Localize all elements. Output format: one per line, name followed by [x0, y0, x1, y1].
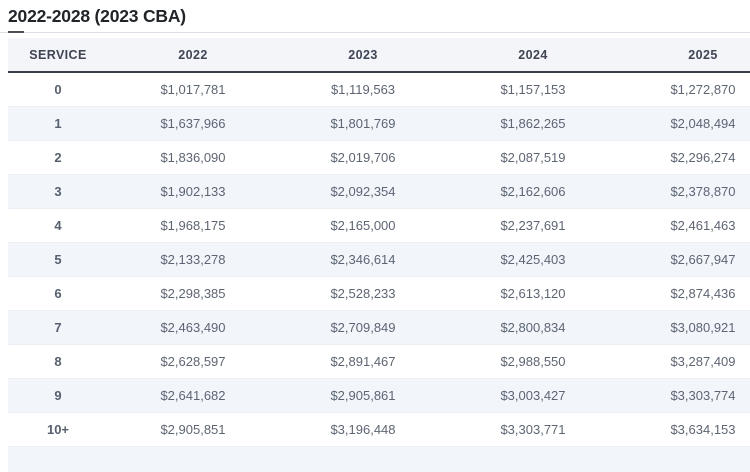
- service-cell: 8: [8, 344, 108, 379]
- value-cell: [278, 446, 448, 472]
- value-cell: $2,891,467: [278, 344, 448, 379]
- salary-table: SERVICE 2022 2023 2024 2025 0 $1,017,781 $1,11…: [8, 38, 750, 472]
- page-title: 2022-2028 (2023 CBA): [8, 6, 186, 26]
- value-cell: $2,905,851: [108, 412, 278, 447]
- value-cell: $1,272,870: [618, 72, 750, 107]
- value-cell: $1,637,966: [108, 106, 278, 141]
- value-cell: $2,905,861: [278, 378, 448, 413]
- value-cell: $3,196,448: [278, 412, 448, 447]
- value-cell: $2,237,691: [448, 208, 618, 243]
- column-header-year: 2024: [448, 38, 618, 73]
- value-cell: $2,613,120: [448, 276, 618, 311]
- column-header-year: 2022: [108, 38, 278, 73]
- value-cell: $1,836,090: [108, 140, 278, 175]
- value-cell: [618, 446, 750, 472]
- table-row: 10+ $2,905,851 $3,196,448 $3,303,771 $3,634,…: [8, 412, 750, 447]
- service-cell: 9: [8, 378, 108, 413]
- table-row: 1 $1,637,966 $1,801,769 $1,862,265 $2,048,49…: [8, 106, 750, 141]
- value-cell: $1,157,153: [448, 72, 618, 107]
- value-cell: $2,800,834: [448, 310, 618, 345]
- value-cell: $2,092,354: [278, 174, 448, 209]
- value-cell: [448, 446, 618, 472]
- value-cell: $2,346,614: [278, 242, 448, 277]
- column-header-service: SERVICE: [8, 38, 108, 73]
- service-cell: 6: [8, 276, 108, 311]
- table-row: 4 $1,968,175 $2,165,000 $2,237,691 $2,461,46…: [8, 208, 750, 243]
- column-header-year: 2025: [618, 38, 750, 73]
- value-cell: $2,667,947: [618, 242, 750, 277]
- table-header: SERVICE 2022 2023 2024 2025: [8, 38, 750, 73]
- value-cell: $2,874,436: [618, 276, 750, 311]
- value-cell: $1,862,265: [448, 106, 618, 141]
- service-cell: 2: [8, 140, 108, 175]
- service-cell: 0: [8, 72, 108, 107]
- value-cell: $2,425,403: [448, 242, 618, 277]
- value-cell: $2,019,706: [278, 140, 448, 175]
- table-row: 7 $2,463,490 $2,709,849 $2,800,834 $3,080,92…: [8, 310, 750, 345]
- table-row: 5 $2,133,278 $2,346,614 $2,425,403 $2,667,94…: [8, 242, 750, 277]
- value-cell: $3,003,427: [448, 378, 618, 413]
- service-cell: 5: [8, 242, 108, 277]
- service-cell: [8, 446, 108, 472]
- service-cell: 1: [8, 106, 108, 141]
- value-cell: $1,968,175: [108, 208, 278, 243]
- value-cell: $2,463,490: [108, 310, 278, 345]
- table-row: 6 $2,298,385 $2,528,233 $2,613,120 $2,874,43…: [8, 276, 750, 311]
- table-row: 9 $2,641,682 $2,905,861 $3,003,427 $3,303,77…: [8, 378, 750, 413]
- table-row: 8 $2,628,597 $2,891,467 $2,988,550 $3,287,40…: [8, 344, 750, 379]
- value-cell: $2,378,870: [618, 174, 750, 209]
- table-row: 2 $1,836,090 $2,019,706 $2,087,519 $2,296,27…: [8, 140, 750, 175]
- table-body: 0 $1,017,781 $1,119,563 $1,157,153 $1,272,87…: [8, 72, 750, 472]
- value-cell: $3,303,771: [448, 412, 618, 447]
- table-row: 0 $1,017,781 $1,119,563 $1,157,153 $1,272,87…: [8, 72, 750, 107]
- table-row-partial: [8, 446, 750, 472]
- value-cell: $2,298,385: [108, 276, 278, 311]
- column-header-year: 2023: [278, 38, 448, 73]
- value-cell: $3,303,774: [618, 378, 750, 413]
- value-cell: $2,165,000: [278, 208, 448, 243]
- title-divider: [0, 31, 750, 33]
- service-cell: 4: [8, 208, 108, 243]
- value-cell: $2,133,278: [108, 242, 278, 277]
- value-cell: $2,461,463: [618, 208, 750, 243]
- value-cell: $1,902,133: [108, 174, 278, 209]
- value-cell: $2,988,550: [448, 344, 618, 379]
- value-cell: $1,017,781: [108, 72, 278, 107]
- service-cell: 3: [8, 174, 108, 209]
- value-cell: $2,296,274: [618, 140, 750, 175]
- table-header-row: SERVICE 2022 2023 2024 2025: [8, 38, 750, 73]
- salary-table-wrap: SERVICE 2022 2023 2024 2025 0 $1,017,781 $1,11…: [8, 38, 750, 472]
- table-row: 3 $1,902,133 $2,092,354 $2,162,606 $2,378,87…: [8, 174, 750, 209]
- value-cell: $2,628,597: [108, 344, 278, 379]
- value-cell: $1,119,563: [278, 72, 448, 107]
- value-cell: $1,801,769: [278, 106, 448, 141]
- title-divider-accent: [8, 31, 24, 33]
- value-cell: $3,080,921: [618, 310, 750, 345]
- value-cell: $3,287,409: [618, 344, 750, 379]
- service-cell: 10+: [8, 412, 108, 447]
- value-cell: $2,709,849: [278, 310, 448, 345]
- service-cell: 7: [8, 310, 108, 345]
- value-cell: $3,634,153: [618, 412, 750, 447]
- value-cell: $2,528,233: [278, 276, 448, 311]
- value-cell: $2,641,682: [108, 378, 278, 413]
- value-cell: $2,162,606: [448, 174, 618, 209]
- value-cell: $2,087,519: [448, 140, 618, 175]
- value-cell: $2,048,494: [618, 106, 750, 141]
- value-cell: [108, 446, 278, 472]
